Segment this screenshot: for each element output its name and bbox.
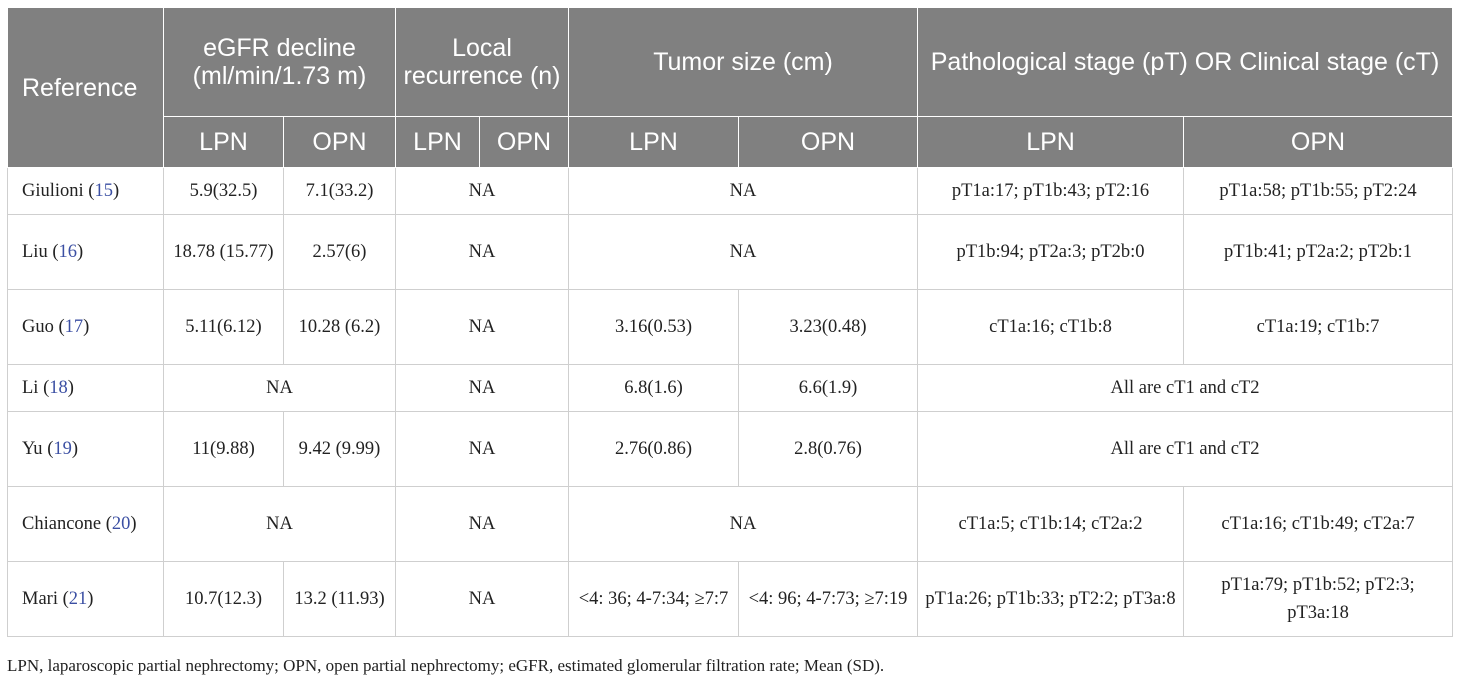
tumor-size-cell: NA [567, 214, 919, 290]
header-tumor-size: Tumor size (cm) [567, 7, 919, 117]
tumor-lpn-cell: <4: 36; 4-7:34; ≥7:7 [568, 561, 739, 637]
subheader-egfr-opn: OPN [283, 116, 396, 168]
egfr-opn-cell: 2.57(6) [283, 214, 396, 290]
egfr-opn-cell: 13.2 (11.93) [283, 561, 396, 637]
citation-link[interactable]: 16 [58, 242, 78, 262]
header-reference: Reference [7, 7, 164, 168]
stage-lpn-cell: pT1b:94; pT2a:3; pT2b:0 [917, 214, 1185, 290]
reference-cell: Li (18) [7, 364, 164, 412]
stage-opn-cell: cT1a:19; cT1b:7 [1183, 289, 1454, 365]
reference-cell: Yu (19) [7, 411, 164, 487]
subheader-local-opn: OPN [479, 116, 569, 168]
header-egfr-decline: eGFR decline (ml/min/1.73 m) [163, 7, 396, 117]
egfr-lpn-cell: 10.7(12.3) [163, 561, 284, 637]
reference-cell: Guo (17) [7, 289, 164, 365]
citation-link[interactable]: 18 [49, 378, 68, 398]
citation-link[interactable]: 20 [111, 514, 131, 534]
study-name: Guo [22, 317, 54, 337]
table-row: Mari (21) 10.7(12.3) 13.2 (11.93) NA <4:… [7, 561, 1454, 637]
subheader-stage-lpn: LPN [917, 116, 1185, 168]
table-row: Yu (19) 11(9.88) 9.42 (9.99) NA 2.76(0.8… [7, 411, 1454, 487]
local-recurrence-cell: NA [395, 411, 569, 487]
tumor-lpn-cell: 6.8(1.6) [568, 364, 739, 412]
study-name: Li [22, 378, 39, 398]
table-row: Giulioni (15) 5.9(32.5) 7.1(33.2) NA NA … [7, 167, 1454, 215]
egfr-decline-cell: NA [163, 486, 396, 562]
egfr-decline-cell: NA [163, 364, 396, 412]
subheader-tumor-lpn: LPN [568, 116, 739, 168]
table-row: Li (18) NA NA 6.8(1.6) 6.6(1.9) All are … [7, 364, 1454, 412]
egfr-lpn-cell: 18.78 (15.77) [163, 214, 284, 290]
local-recurrence-cell: NA [395, 289, 569, 365]
header-local-recurrence: Local recurrence (n) [395, 7, 569, 117]
stage-opn-cell: pT1a:58; pT1b:55; pT2:24 [1183, 167, 1454, 215]
citation-link[interactable]: 17 [64, 317, 84, 337]
table-container: Reference eGFR decline (ml/min/1.73 m) L… [7, 7, 1454, 637]
tumor-opn-cell: 2.8(0.76) [737, 411, 919, 487]
table-row: Chiancone (20) NA NA NA cT1a:5; cT1b:14;… [7, 486, 1454, 562]
tumor-opn-cell: <4: 96; 4-7:73; ≥7:19 [737, 561, 919, 637]
stage-opn-cell: cT1a:16; cT1b:49; cT2a:7 [1183, 486, 1454, 562]
citation-link[interactable]: 15 [94, 181, 113, 201]
citation-link[interactable]: 21 [68, 589, 88, 609]
table-row: Guo (17) 5.11(6.12) 10.28 (6.2) NA 3.16(… [7, 289, 1454, 365]
study-name: Giulioni [22, 181, 84, 201]
header-stage: Pathological stage (pT) OR Clinical stag… [917, 7, 1454, 117]
local-recurrence-cell: NA [395, 167, 569, 215]
tumor-lpn-cell: 2.76(0.86) [568, 411, 739, 487]
study-name: Liu [22, 242, 48, 262]
reference-cell: Chiancone (20) [7, 486, 164, 562]
stage-cell: All are cT1 and cT2 [917, 411, 1454, 487]
local-recurrence-cell: NA [395, 486, 569, 562]
egfr-opn-cell: 9.42 (9.99) [283, 411, 396, 487]
local-recurrence-cell: NA [395, 214, 569, 290]
reference-cell: Liu (16) [7, 214, 164, 290]
egfr-lpn-cell: 5.11(6.12) [163, 289, 284, 365]
data-table: Reference eGFR decline (ml/min/1.73 m) L… [7, 7, 1454, 637]
citation-link[interactable]: 19 [53, 439, 72, 459]
study-name: Chiancone [22, 514, 102, 534]
study-name: Yu [22, 439, 43, 459]
tumor-size-cell: NA [567, 167, 919, 215]
table-footnote: LPN, laparoscopic partial nephrectomy; O… [7, 656, 885, 675]
stage-lpn-cell: pT1a:26; pT1b:33; pT2:2; pT3a:8 [917, 561, 1185, 637]
stage-opn-cell: pT1a:79; pT1b:52; pT2:3; pT3a:18 [1183, 561, 1454, 637]
stage-cell: All are cT1 and cT2 [917, 364, 1454, 412]
egfr-opn-cell: 7.1(33.2) [283, 167, 396, 215]
reference-cell: Mari (21) [7, 561, 164, 637]
egfr-lpn-cell: 5.9(32.5) [163, 167, 284, 215]
study-name: Mari [22, 589, 58, 609]
stage-lpn-cell: pT1a:17; pT1b:43; pT2:16 [917, 167, 1185, 215]
stage-lpn-cell: cT1a:16; cT1b:8 [917, 289, 1185, 365]
tumor-lpn-cell: 3.16(0.53) [568, 289, 739, 365]
subheader-stage-opn: OPN [1183, 116, 1454, 168]
reference-cell: Giulioni (15) [7, 167, 164, 215]
stage-lpn-cell: cT1a:5; cT1b:14; cT2a:2 [917, 486, 1185, 562]
stage-opn-cell: pT1b:41; pT2a:2; pT2b:1 [1183, 214, 1454, 290]
subheader-local-lpn: LPN [395, 116, 480, 168]
local-recurrence-cell: NA [395, 561, 569, 637]
tumor-opn-cell: 3.23(0.48) [737, 289, 919, 365]
subheader-egfr-lpn: LPN [163, 116, 284, 168]
egfr-lpn-cell: 11(9.88) [163, 411, 284, 487]
tumor-opn-cell: 6.6(1.9) [737, 364, 919, 412]
local-recurrence-cell: NA [395, 364, 569, 412]
tumor-size-cell: NA [567, 486, 919, 562]
table-row: Liu (16) 18.78 (15.77) 2.57(6) NA NA pT1… [7, 214, 1454, 290]
subheader-tumor-opn: OPN [737, 116, 919, 168]
egfr-opn-cell: 10.28 (6.2) [283, 289, 396, 365]
